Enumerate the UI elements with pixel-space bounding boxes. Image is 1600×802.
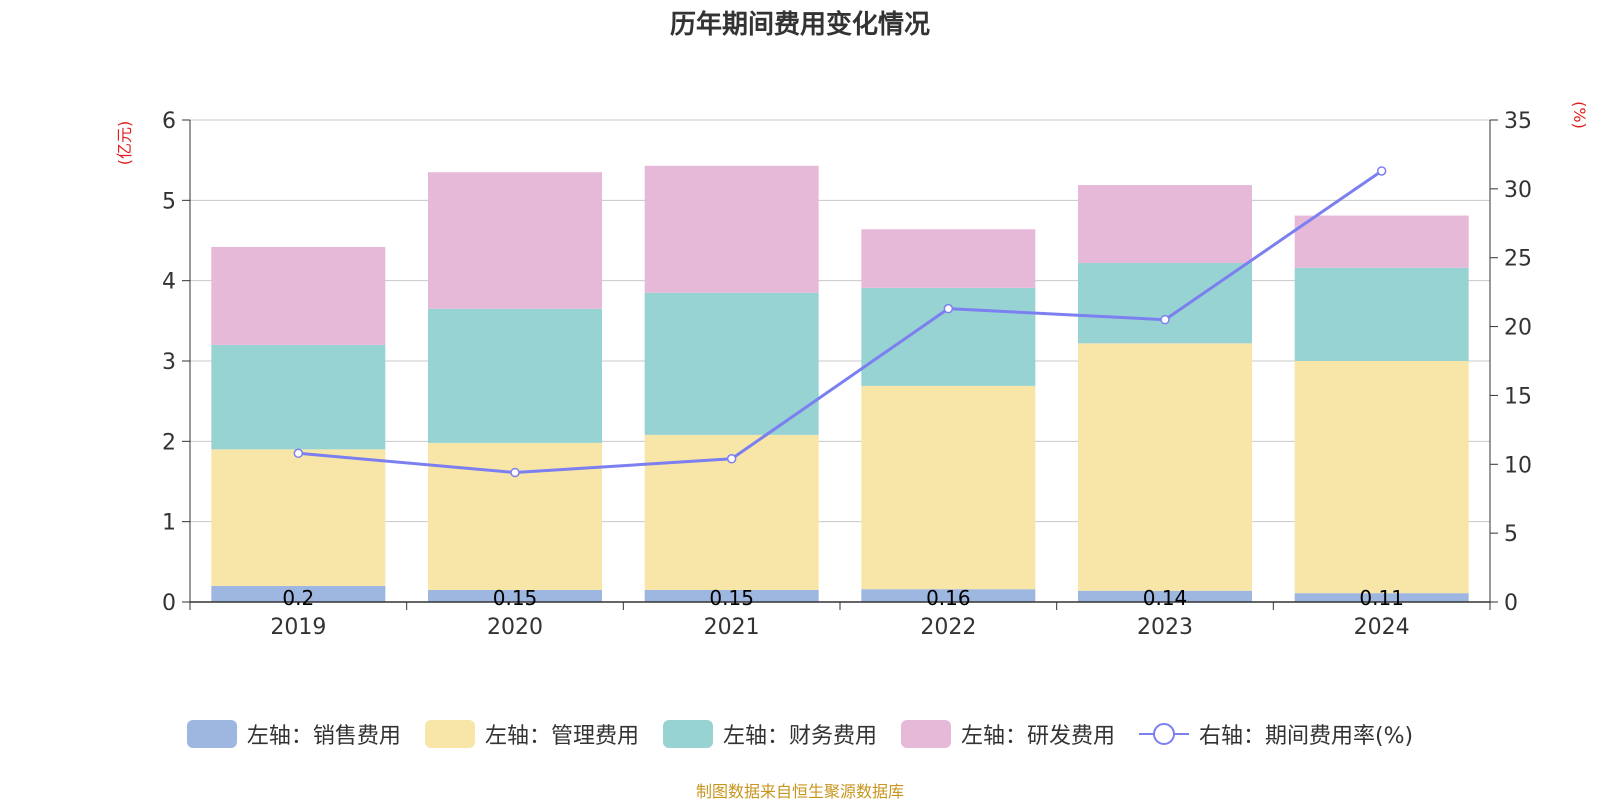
legend-line-icon <box>1138 723 1189 745</box>
bar-segment-s0-2020[interactable] <box>428 589 602 602</box>
expense-rate-point-2020[interactable] <box>510 467 520 478</box>
data-source-note: 制图数据来自恒生聚源数据库 <box>695 782 904 801</box>
left-axis-tick-label: 0 <box>162 591 176 616</box>
data-labels: 0.2 0.15 0.15 0.16 0.14 0.11 <box>282 586 1404 610</box>
right-axis-tick-label: 10 <box>1504 453 1532 478</box>
bar-segment-s2-2019[interactable] <box>211 344 386 450</box>
bar-segment-s1-2020[interactable] <box>428 442 602 590</box>
right-axis-tick-label: 15 <box>1504 384 1532 409</box>
left-axis-tick-label: 5 <box>162 189 176 214</box>
bar-data-label: 0.14 <box>1143 586 1188 610</box>
left-axis-tick-label: 3 <box>162 350 176 375</box>
bar-segment-s0-2021[interactable] <box>644 589 819 602</box>
x-axis-tick-label: 2023 <box>1137 615 1193 640</box>
right-axis-tick-label: 35 <box>1504 109 1532 134</box>
legend-item-expense-rate[interactable]: 右轴：期间费用率(%) <box>1138 718 1414 750</box>
bar-segment-s3-2023[interactable] <box>1078 185 1252 263</box>
legend: 左轴：销售费用 左轴：管理费用 左轴：财务费用 左轴：研发费用 右轴：期间费用率… <box>0 718 1600 750</box>
bar-segment-s1-2022[interactable] <box>861 385 1036 590</box>
legend-item-finance[interactable]: 左轴：财务费用 <box>662 718 877 750</box>
expense-rate-line <box>298 169 1383 475</box>
bar-segment-s2-2020[interactable] <box>428 308 602 443</box>
left-axis-tick-label: 2 <box>162 430 176 455</box>
legend-label-finance: 左轴：财务费用 <box>722 724 877 749</box>
bar-data-label: 0.16 <box>926 586 971 610</box>
left-axis-label: (亿元) <box>115 121 134 166</box>
bar-segment-s2-2023[interactable] <box>1078 262 1252 344</box>
left-axis-tick-label: 1 <box>162 511 176 536</box>
legend-item-sales[interactable]: 左轴：销售费用 <box>186 718 401 750</box>
bar-segment-s3-2022[interactable] <box>861 229 1036 288</box>
expense-rate-point-2023[interactable] <box>1160 314 1170 325</box>
right-axis-tick-label: 20 <box>1504 316 1532 341</box>
bar-segment-s2-2022[interactable] <box>861 287 1036 386</box>
bar-segment-s3-2021[interactable] <box>644 165 819 293</box>
x-axis-tick-label: 2021 <box>704 615 760 640</box>
legend-label-expense-rate: 右轴：期间费用率(%) <box>1198 724 1414 749</box>
right-axis-tick-label: 5 <box>1504 522 1518 547</box>
legend-swatch-finance <box>662 720 713 748</box>
right-axis-tick-label: 0 <box>1504 591 1518 616</box>
line-series <box>293 166 1387 478</box>
legend-label-rnd: 左轴：研发费用 <box>960 724 1115 749</box>
bar-segment-s1-2023[interactable] <box>1078 343 1252 591</box>
right-axis-label: (%) <box>1570 101 1589 129</box>
bar-segment-s3-2020[interactable] <box>428 172 602 309</box>
legend-item-admin[interactable]: 左轴：管理费用 <box>424 718 639 750</box>
legend-swatch-admin <box>424 720 475 748</box>
bar-segment-s2-2024[interactable] <box>1294 267 1469 361</box>
axes: 0 1 2 3 4 5 6 0 5 10 15 20 25 30 35 2019 2020 2021 2022 202… <box>162 109 1532 640</box>
x-axis-tick-label: 2024 <box>1354 615 1410 640</box>
left-axis-tick-label: 4 <box>162 270 176 295</box>
bar-data-label: 0.15 <box>493 586 538 610</box>
bar-segment-s2-2021[interactable] <box>644 292 819 435</box>
expense-rate-point-2021[interactable] <box>726 454 737 464</box>
bar-segment-s1-2024[interactable] <box>1294 361 1469 594</box>
chart-title: 历年期间费用变化情况 <box>669 10 930 40</box>
bar-data-label: 0.15 <box>709 586 754 610</box>
bar-segment-s3-2024[interactable] <box>1294 215 1469 268</box>
expense-rate-point-2022[interactable] <box>943 303 954 314</box>
legend-item-rnd[interactable]: 左轴：研发费用 <box>900 718 1115 750</box>
expense-rate-point-2019[interactable] <box>293 448 304 459</box>
grid-lines <box>190 119 1490 523</box>
bar-series <box>211 165 1469 602</box>
x-axis-tick-label: 2022 <box>920 615 976 640</box>
legend-swatch-sales <box>186 720 237 748</box>
bar-segment-s0-2024[interactable] <box>1294 593 1469 602</box>
legend-swatch-rnd <box>900 720 951 748</box>
right-axis-tick-label: 30 <box>1504 178 1532 203</box>
expense-rate-point-2024[interactable] <box>1376 166 1387 176</box>
legend-label-sales: 左轴：销售费用 <box>246 724 401 749</box>
bar-data-label: 0.2 <box>282 586 314 610</box>
right-axis-tick-label: 25 <box>1504 247 1532 272</box>
bar-segment-s1-2019[interactable] <box>211 449 386 586</box>
bar-segment-s0-2023[interactable] <box>1078 590 1252 602</box>
legend-label-admin: 左轴：管理费用 <box>484 724 639 749</box>
left-axis-tick-label: 6 <box>162 109 176 134</box>
bar-data-label: 0.11 <box>1359 586 1404 610</box>
x-axis-tick-label: 2020 <box>487 615 543 640</box>
bar-segment-s0-2022[interactable] <box>861 589 1036 602</box>
x-axis-tick-label: 2019 <box>270 615 326 640</box>
bar-segment-s3-2019[interactable] <box>211 246 386 345</box>
bar-segment-s0-2019[interactable] <box>211 585 386 602</box>
